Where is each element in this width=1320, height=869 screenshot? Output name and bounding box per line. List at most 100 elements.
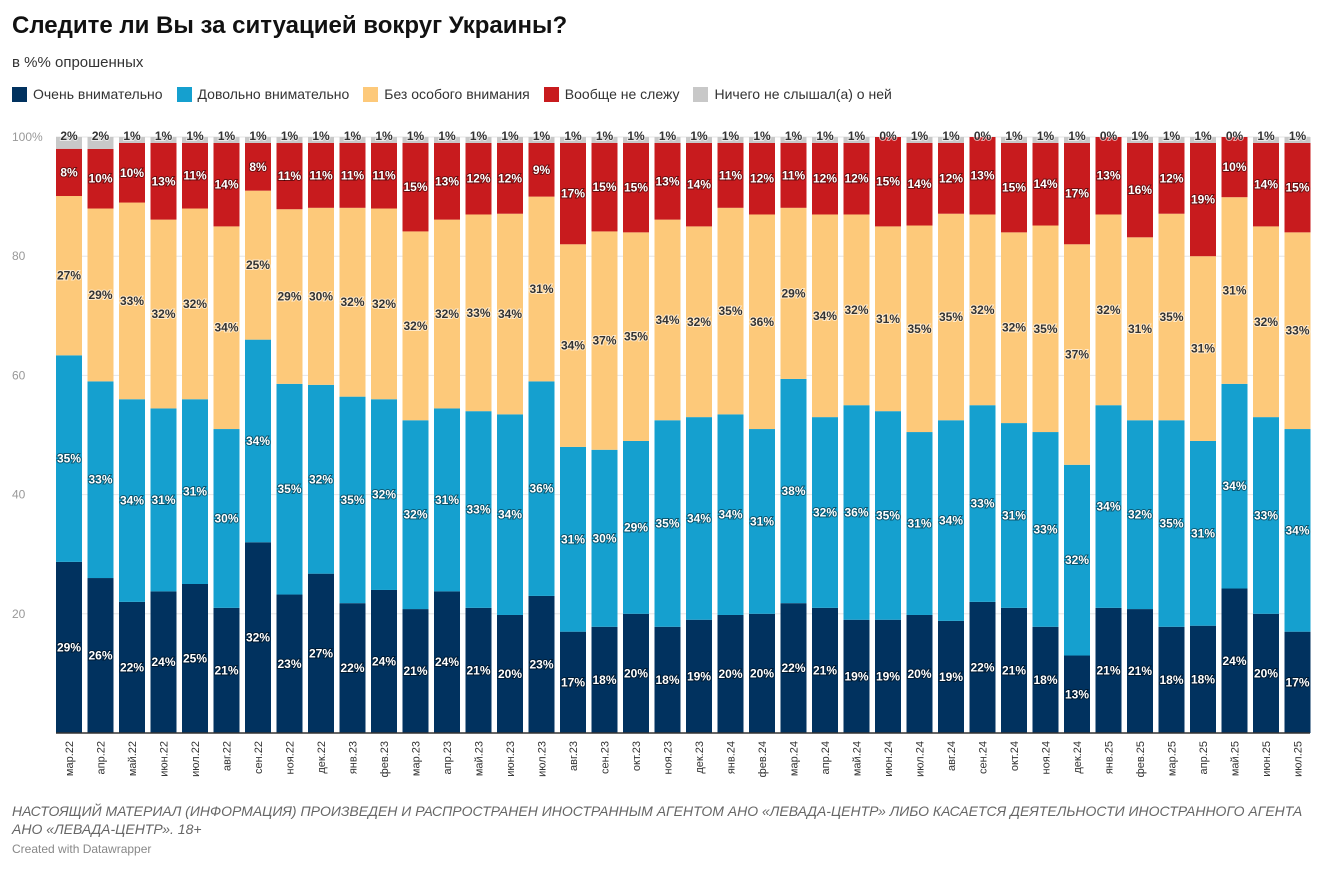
data-label: 30% (214, 511, 238, 525)
data-label: 16% (1128, 183, 1152, 197)
data-label: 1% (1037, 129, 1055, 143)
data-label: 19% (844, 669, 868, 683)
data-label: 13% (435, 174, 459, 188)
bar-segment (906, 614, 933, 733)
bar-segment (686, 142, 712, 227)
data-label: 35% (1159, 517, 1183, 531)
data-label: 32% (844, 303, 868, 317)
x-tick-label: апр.22 (96, 741, 108, 774)
data-label: 25% (246, 258, 270, 272)
bar-segment (182, 137, 208, 143)
bar-segment (591, 137, 618, 143)
bar-segment (623, 440, 649, 614)
data-label: 20% (750, 666, 774, 680)
data-label: 31% (561, 532, 585, 546)
bar-segment (1190, 142, 1216, 257)
x-tick-label: авг.23 (568, 741, 580, 771)
data-label: 15% (876, 175, 900, 189)
data-label: 1% (1131, 129, 1149, 143)
data-label: 34% (687, 511, 711, 525)
data-label: 35% (655, 517, 679, 531)
data-label: 15% (1002, 181, 1026, 195)
bar-segment (339, 603, 366, 733)
data-label: 20% (624, 666, 648, 680)
bar-segment (1284, 232, 1311, 430)
data-label: 34% (1285, 523, 1309, 537)
data-label: 31% (750, 514, 774, 528)
data-label: 1% (1194, 129, 1212, 143)
data-label: 35% (1159, 310, 1183, 324)
data-label: 31% (529, 282, 553, 296)
x-tick-label: авг.22 (222, 741, 234, 771)
bar-segment (371, 589, 397, 733)
legend-swatch (12, 86, 27, 102)
data-label: 2% (92, 129, 110, 143)
legend-item: Довольно внимательно (176, 86, 349, 102)
data-label: 1% (249, 129, 267, 143)
data-label: 1% (407, 129, 425, 143)
data-label: 36% (529, 482, 553, 496)
data-label: 35% (57, 452, 81, 466)
bar-segment (528, 196, 555, 382)
bar-segment (1253, 142, 1279, 227)
bar-segment (87, 578, 114, 733)
data-label: 20% (907, 667, 931, 681)
bar-segment (1158, 142, 1185, 214)
bar-segment (339, 396, 366, 604)
data-label: 35% (876, 508, 900, 522)
bar-segment (497, 137, 523, 143)
data-label: 1% (564, 129, 582, 143)
data-label: 1% (816, 129, 834, 143)
data-label: 13% (970, 169, 994, 183)
data-label: 18% (592, 673, 616, 687)
data-label: 1% (659, 129, 677, 143)
bar-segment (591, 626, 618, 733)
data-label: 27% (57, 269, 81, 283)
bar-segment (213, 429, 240, 608)
bar-segment (182, 584, 208, 733)
data-label: 1% (785, 129, 803, 143)
bar-segment (1158, 213, 1185, 421)
bar-segment (654, 420, 681, 627)
x-tick-label: июл.25 (1293, 741, 1305, 777)
bar-segment (1253, 137, 1279, 143)
bar-segment (812, 607, 838, 733)
data-label: 20% (718, 667, 742, 681)
x-tick-label: июл.24 (915, 741, 927, 777)
data-label: 34% (498, 307, 522, 321)
bar-segment (1221, 197, 1248, 384)
data-label: 21% (1096, 663, 1120, 677)
bar-segment (213, 142, 240, 227)
y-tick-label: 40 (12, 488, 26, 502)
chart-title: Следите ли Вы за ситуацией вокруг Украин… (12, 12, 568, 39)
bar-segment (402, 137, 429, 143)
bar-segment (1001, 423, 1027, 608)
data-label: 12% (1159, 171, 1183, 185)
bar-segment (308, 137, 334, 143)
legend: Очень внимательно Довольно внимательно Без… (12, 86, 892, 102)
data-label: 1% (1005, 129, 1023, 143)
bar-segment (654, 626, 681, 733)
data-label: 34% (1222, 479, 1246, 493)
bar-segment (686, 417, 712, 620)
data-label: 33% (88, 473, 112, 487)
data-label: 14% (687, 178, 711, 192)
x-tick-label: авг.24 (946, 741, 958, 771)
bar-segment (1001, 607, 1027, 733)
bar-segment (308, 142, 334, 208)
bar-segment (87, 148, 114, 209)
bar-segment (1158, 137, 1185, 143)
bar-segment (654, 142, 681, 220)
data-label: 9% (533, 163, 551, 177)
bar-segment (560, 446, 586, 632)
data-label: 20% (1254, 666, 1278, 680)
data-label: 17% (1285, 675, 1309, 689)
legend-label: Очень внимательно (33, 86, 163, 102)
data-label: 26% (88, 649, 112, 663)
data-label: 11% (372, 169, 396, 183)
data-label: 18% (1191, 672, 1215, 686)
bar-segment (56, 148, 82, 197)
data-label: 33% (466, 306, 490, 320)
bar-segment (308, 384, 334, 574)
bar-segment (843, 214, 870, 406)
